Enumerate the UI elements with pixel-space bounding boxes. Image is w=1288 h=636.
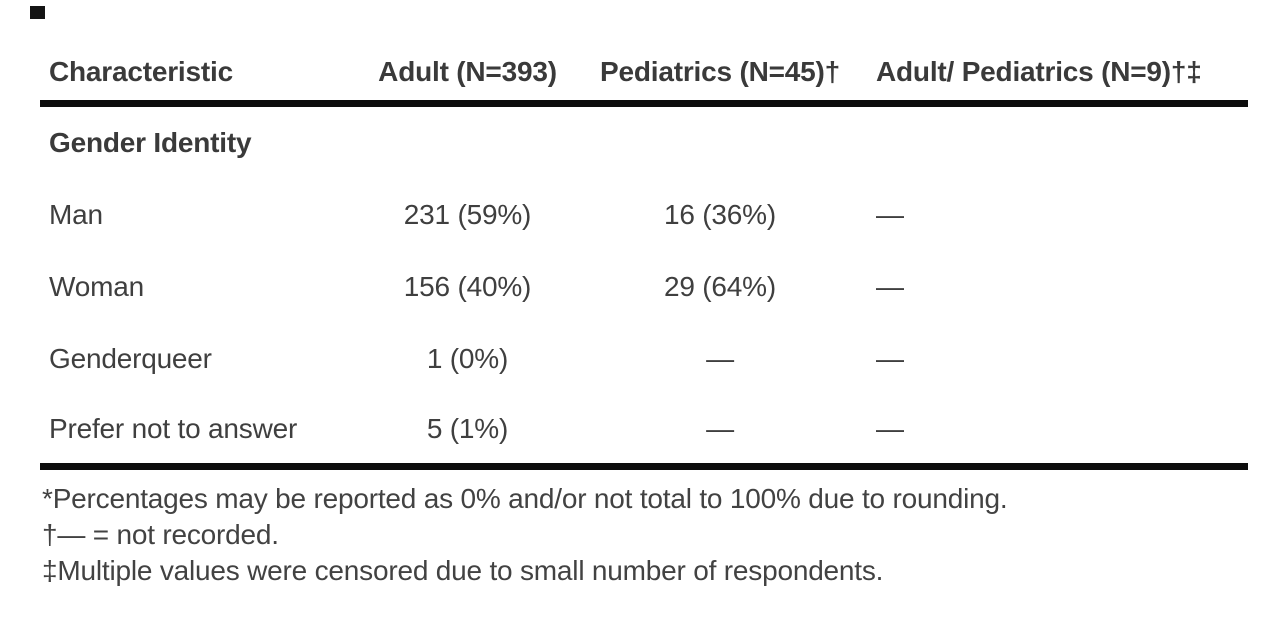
- section-row-gender-identity: Gender Identity: [40, 107, 1248, 179]
- cell-pediatrics: —: [706, 343, 734, 374]
- cell-pediatrics: 29 (64%): [663, 271, 776, 302]
- footnote-rounding: *Percentages may be reported as 0% and/o…: [42, 483, 1008, 514]
- row-label: Prefer not to answer: [49, 413, 298, 444]
- characteristics-table: Characteristic Adult (N=393) Pediatrics …: [40, 0, 1248, 470]
- cell-adult-pediatrics: —: [876, 271, 904, 302]
- footnote-censored: ‡Multiple values were censored due to sm…: [42, 555, 884, 586]
- cell-pediatrics: —: [706, 413, 734, 444]
- col-header-characteristic: Characteristic: [49, 56, 233, 87]
- cell-adult: 231 (59%): [403, 199, 532, 230]
- table-header-row: Characteristic Adult (N=393) Pediatrics …: [40, 0, 1248, 107]
- footnote-not-recorded: †— = not recorded.: [42, 519, 279, 550]
- table-bottom-rule: [40, 463, 1248, 470]
- stray-mark: [30, 6, 45, 19]
- cell-adult: 156 (40%): [403, 271, 532, 302]
- table-row: Prefer not to answer 5 (1%) — —: [40, 395, 1248, 463]
- row-label: Woman: [49, 271, 144, 302]
- cell-pediatrics: 16 (36%): [663, 199, 776, 230]
- cell-adult: 5 (1%): [426, 413, 509, 444]
- row-label: Genderqueer: [49, 343, 212, 374]
- col-header-adult-pediatrics: Adult/ Pediatrics (N=9)†‡: [876, 56, 1202, 87]
- col-header-pediatrics: Pediatrics (N=45)†: [600, 56, 840, 87]
- row-label: Man: [49, 199, 103, 230]
- table-row: Man 231 (59%) 16 (36%) —: [40, 179, 1248, 251]
- col-header-adult: Adult (N=393): [378, 56, 557, 87]
- table-row: Genderqueer 1 (0%) — —: [40, 323, 1248, 395]
- section-label: Gender Identity: [49, 127, 252, 158]
- cell-adult-pediatrics: —: [876, 199, 904, 230]
- table-row: Woman 156 (40%) 29 (64%) —: [40, 251, 1248, 323]
- cell-adult-pediatrics: —: [876, 413, 904, 444]
- footnotes: *Percentages may be reported as 0% and/o…: [42, 481, 1242, 589]
- cell-adult-pediatrics: —: [876, 343, 904, 374]
- cell-adult: 1 (0%): [426, 343, 509, 374]
